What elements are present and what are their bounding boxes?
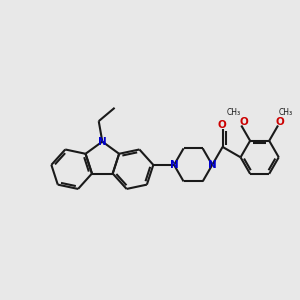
Text: CH₃: CH₃: [227, 108, 241, 117]
Text: N: N: [208, 160, 217, 170]
Text: N: N: [170, 160, 178, 170]
Text: O: O: [239, 117, 248, 127]
Text: N: N: [98, 136, 107, 147]
Text: O: O: [217, 120, 226, 130]
Text: CH₃: CH₃: [278, 108, 292, 117]
Text: O: O: [276, 117, 285, 127]
